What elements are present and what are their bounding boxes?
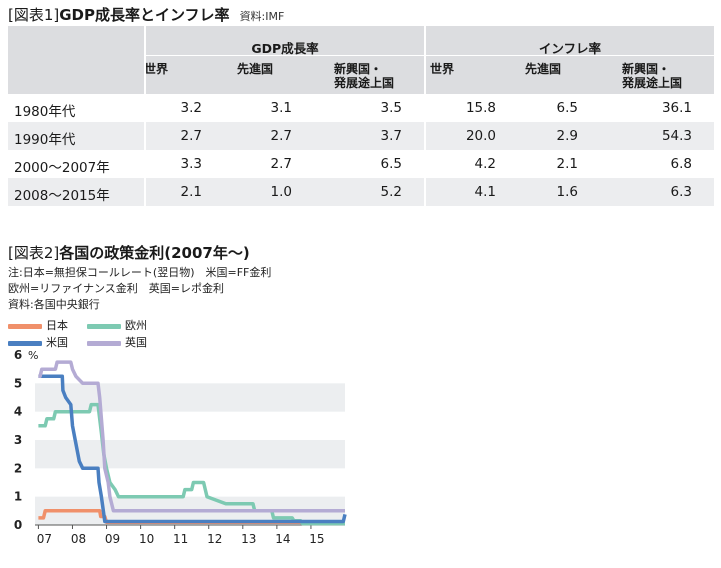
y-tick-label: 1 (14, 490, 22, 504)
series-line (38, 402, 345, 526)
x-tick-label: 10 (139, 532, 154, 546)
table-row: 2008～2015年 2.1 1.0 5.2 4.1 1.6 6.3 (8, 178, 714, 206)
y-tick-label: 2 (14, 461, 22, 475)
series-line (38, 374, 347, 524)
col-header: 世界 (430, 62, 455, 76)
cell: 6.8 (670, 156, 692, 172)
x-tick-label: 13 (241, 532, 256, 546)
cell: 54.3 (661, 128, 692, 144)
cell: 2.7 (270, 128, 292, 144)
group-header-inflation: インフレ率 (538, 41, 602, 56)
legend-swatch (8, 323, 42, 329)
col-header: 新興国・ 発展途上国 (622, 62, 683, 90)
table-row: 2000～2007年 3.3 2.7 6.5 4.2 2.1 6.8 (8, 150, 714, 178)
col-header: 新興国・ 発展途上国 (334, 62, 395, 90)
grid-band (35, 383, 345, 412)
cell: 6.5 (380, 156, 402, 172)
figure2-source: 資料:各国中央銀行 (8, 298, 100, 311)
grid-band (35, 440, 345, 469)
group-divider-inflation (426, 55, 714, 56)
series-line (38, 360, 345, 513)
cell: 3.3 (180, 156, 202, 172)
cell: 3.7 (380, 128, 402, 144)
legend-swatch (8, 340, 42, 346)
figure2-title-main: 各国の政策金利 (59, 244, 165, 262)
row-label: 1980年代 (14, 104, 76, 120)
group-header-gdp: GDP成長率 (251, 41, 319, 56)
table-header (8, 26, 714, 94)
cell: 2.1 (556, 156, 578, 172)
cell: 2.7 (180, 128, 202, 144)
cell: 3.1 (270, 100, 292, 116)
cell: 4.1 (474, 184, 496, 200)
y-tick-label: 4 (14, 405, 22, 419)
legend-swatch (87, 323, 121, 329)
col-header: 先進国 (525, 62, 562, 76)
cell: 4.2 (474, 156, 496, 172)
col-header: 世界 (144, 62, 169, 76)
legend-item-europe: 欧州 (87, 317, 147, 333)
x-tick-label: 11 (173, 532, 188, 546)
column-divider (144, 26, 146, 210)
row-label: 2008～2015年 (14, 188, 110, 204)
cell: 36.1 (661, 100, 692, 116)
y-tick-label: 6 (14, 348, 22, 362)
cell: 1.0 (270, 184, 292, 200)
table-row: 1990年代 2.7 2.7 3.7 20.0 2.9 54.3 (8, 122, 714, 150)
cell: 1.6 (556, 184, 578, 200)
row-label: 1990年代 (14, 132, 76, 148)
figure2-note: 注:日本=無担保コールレート(翌日物) 米国=FF金利 (8, 266, 272, 279)
figure2-title: [図表2]各国の政策金利(2007年～) (8, 242, 250, 263)
x-tick-label: 12 (207, 532, 222, 546)
x-tick-label: 14 (275, 532, 290, 546)
x-tick-label: 09 (105, 532, 120, 546)
y-tick-label: 0 (14, 518, 22, 532)
y-tick-label: 5 (14, 376, 22, 390)
table1-source: 資料:IMF (239, 10, 285, 23)
legend-item-us: 米国 (8, 334, 68, 350)
cell: 2.7 (270, 156, 292, 172)
y-tick-label: 3 (14, 433, 22, 447)
legend-label: 米国 (46, 336, 68, 349)
cell: 3.5 (380, 100, 402, 116)
gdp-inflation-table: GDP成長率 インフレ率 世界 先進国 新興国・ 発展途上国 世界 先進国 新興国… (8, 26, 714, 210)
row-label: 2000～2007年 (14, 160, 110, 176)
table1-title: [図表1]GDP成長率とインフレ率 資料:IMF (8, 4, 284, 25)
cell: 3.2 (180, 100, 202, 116)
cell: 6.3 (670, 184, 692, 200)
cell: 2.9 (556, 128, 578, 144)
group-divider-gdp (146, 55, 424, 56)
x-tick-label: 07 (37, 532, 52, 546)
figure2-note: 欧州=リファイナンス金利 英国=レポ金利 (8, 282, 224, 295)
cell: 20.0 (465, 128, 496, 144)
legend-label: 英国 (125, 336, 147, 349)
table-row: 1980年代 3.2 3.1 3.5 15.8 6.5 36.1 (8, 94, 714, 122)
x-tick-label: 08 (71, 532, 86, 546)
table1-title-main: GDP成長率とインフレ率 (59, 6, 230, 24)
cell: 6.5 (556, 100, 578, 116)
figure2-title-bracket: [図表2] (8, 244, 60, 262)
legend-label: 日本 (46, 319, 68, 332)
column-divider (424, 26, 426, 210)
legend-item-japan: 日本 (8, 317, 68, 333)
legend-item-uk: 英国 (87, 334, 147, 350)
table1-title-bracket: [図表1] (8, 6, 60, 24)
col-header: 先進国 (237, 62, 274, 76)
cell: 5.2 (380, 184, 402, 200)
figure2-title-paren: (2007年～) (164, 244, 250, 262)
legend-swatch (87, 340, 121, 346)
cell: 15.8 (465, 100, 496, 116)
x-tick-label: 15 (309, 532, 324, 546)
cell: 2.1 (180, 184, 202, 200)
y-unit-label: % (28, 349, 38, 362)
legend-label: 欧州 (125, 319, 147, 332)
